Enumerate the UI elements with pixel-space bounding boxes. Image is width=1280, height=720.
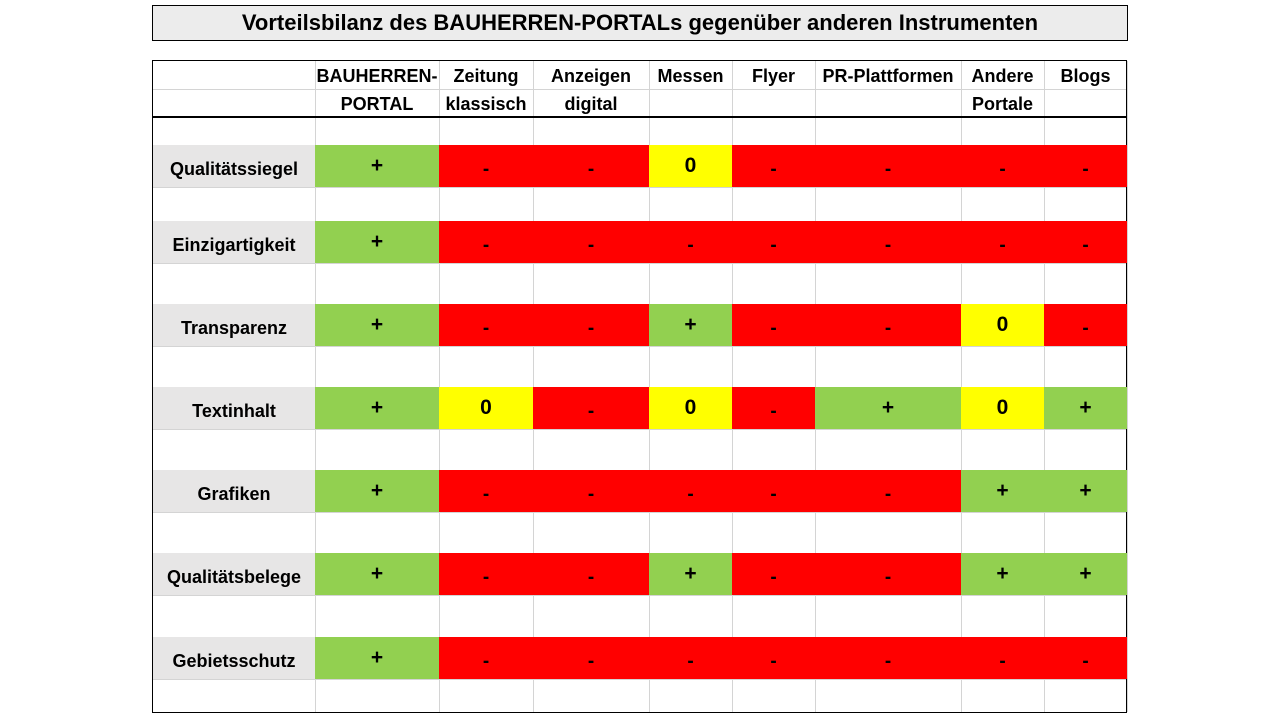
cell-neutral: 0 [961,304,1044,346]
cell-neutral: 0 [649,387,732,429]
cell-negative: - [1044,304,1127,346]
sheet-title: Vorteilsbilanz des BAUHERREN-PORTALs geg… [152,5,1128,41]
row-label: Textinhalt [153,387,315,429]
column-header: BAUHERREN- PORTAL [316,66,438,114]
column-header: Messen [657,66,724,86]
cell-negative: - [649,470,732,512]
cell-positive: + [961,553,1044,595]
column-header: Andere Portale [971,66,1034,114]
cell-positive: + [649,304,732,346]
cell-negative: - [815,221,961,263]
cell-positive: + [649,553,732,595]
cell-negative: - [815,637,961,679]
grid-vline [815,61,816,712]
cell-positive: + [1044,387,1127,429]
cell-negative: - [732,637,815,679]
cell-negative: - [533,387,649,429]
cell-negative: - [533,470,649,512]
grid-vline [961,61,962,712]
column-header: Flyer [751,66,796,86]
cell-neutral: 0 [961,387,1044,429]
row-label: Grafiken [153,470,315,512]
cell-negative: - [815,145,961,187]
cell-positive: + [315,221,439,263]
grid-vline [649,61,650,712]
cell-negative: - [1044,145,1127,187]
cell-positive: + [1044,553,1127,595]
cell-negative: - [649,221,732,263]
cell-negative: - [439,145,533,187]
cell-positive: + [315,470,439,512]
cell-neutral: 0 [439,387,533,429]
grid-hline [153,679,1126,680]
cell-negative: - [732,145,815,187]
grid-vline [1044,61,1045,712]
column-header: PR-Plattformen [822,66,954,86]
cell-negative: - [649,637,732,679]
grid-vline [315,61,316,712]
row-label: Einzigartigkeit [153,221,315,263]
grid-hline [153,346,1126,347]
grid-vline [1127,61,1128,712]
cell-negative: - [533,221,649,263]
grid-hline [153,263,1126,264]
cell-negative: - [961,145,1044,187]
cell-negative: - [732,470,815,512]
cell-positive: + [315,387,439,429]
cell-negative: - [732,221,815,263]
column-header: Anzeigen digital [550,66,631,114]
row-label: Qualitätsbelege [153,553,315,595]
cell-negative: - [439,304,533,346]
cell-negative: - [439,637,533,679]
cell-negative: - [533,553,649,595]
header-divider [152,116,1127,118]
cell-positive: + [1044,470,1127,512]
cell-positive: + [961,470,1044,512]
cell-positive: + [315,637,439,679]
cell-negative: - [533,304,649,346]
grid-hline [153,187,1126,188]
grid-vline [533,61,534,712]
cell-positive: + [315,553,439,595]
cell-negative: - [732,387,815,429]
cell-negative: - [533,145,649,187]
grid-hline [153,512,1126,513]
cell-negative: - [1044,637,1127,679]
cell-negative: - [961,637,1044,679]
column-header: Blogs [1060,66,1111,86]
cell-negative: - [961,221,1044,263]
column-header: Zeitung klassisch [445,66,527,114]
cell-neutral: 0 [649,145,732,187]
cell-negative: - [815,470,961,512]
cell-negative: - [732,304,815,346]
cell-positive: + [315,304,439,346]
grid-hline [153,429,1126,430]
cell-negative: - [732,553,815,595]
grid-vline [732,61,733,712]
row-label: Gebietsschutz [153,637,315,679]
cell-negative: - [1044,221,1127,263]
cell-positive: + [815,387,961,429]
table-frame [152,60,1127,713]
cell-positive: + [315,145,439,187]
cell-negative: - [533,637,649,679]
grid-hline [153,595,1126,596]
cell-negative: - [439,221,533,263]
grid-vline [439,61,440,712]
grid-hline [153,89,1126,90]
cell-negative: - [439,470,533,512]
row-label: Transparenz [153,304,315,346]
cell-negative: - [439,553,533,595]
row-label: Qualitätssiegel [153,145,315,187]
cell-negative: - [815,304,961,346]
cell-negative: - [815,553,961,595]
